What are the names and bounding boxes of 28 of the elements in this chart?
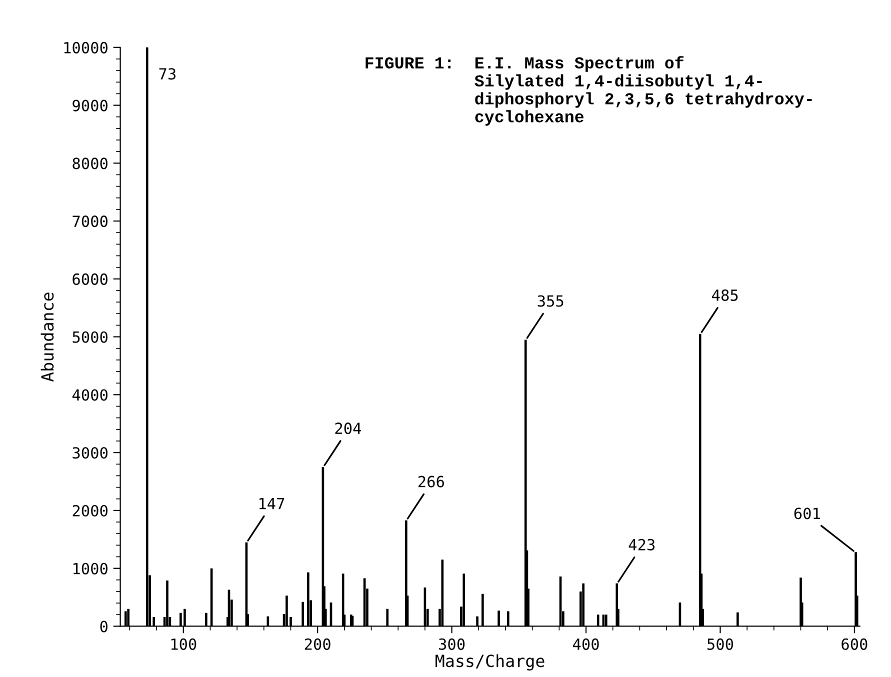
y-tick-label: 6000	[72, 273, 108, 285]
annotation: 266	[418, 476, 444, 488]
y-tick-label: 5000	[72, 331, 108, 343]
y-tick-label: 9000	[72, 100, 108, 112]
y-tick-label: 10000	[64, 42, 108, 54]
annotation: 204	[335, 422, 362, 434]
x-tick-label: 300	[439, 638, 465, 650]
y-tick-label: 4000	[72, 389, 108, 401]
x-tick-label: 500	[708, 638, 734, 650]
x-tick-label: 400	[572, 638, 599, 650]
annotation: 147	[259, 498, 284, 510]
x-tick-label: 100	[171, 638, 196, 650]
x-tick-label: 200	[304, 638, 330, 650]
y-axis-title: Abundance	[40, 292, 54, 382]
annotation: 355	[538, 295, 564, 307]
y-tick-label: 1000	[74, 562, 108, 574]
y-tick-label: 7000	[72, 216, 108, 228]
y-tick-label: 2000	[72, 504, 108, 517]
x-tick-label: 600	[842, 638, 868, 650]
annotation: 73	[159, 68, 176, 80]
y-tick-label: 8000	[72, 158, 108, 170]
y-tick-label: 3000	[72, 447, 108, 459]
annotation: 423	[628, 538, 655, 550]
y-tick-label: 0	[100, 620, 108, 632]
annotation: 601	[794, 508, 820, 520]
annotation: 485	[712, 289, 738, 301]
x-axis-title: Mass/Charge	[436, 654, 544, 671]
text: FIGURE 1: E.I. Mass Spectrum of Silylated 1,4-diisobutyl 1,4- diphosphoryl 2,3,5,6 tetrahydroxy- cyclohexane	[366, 56, 812, 126]
